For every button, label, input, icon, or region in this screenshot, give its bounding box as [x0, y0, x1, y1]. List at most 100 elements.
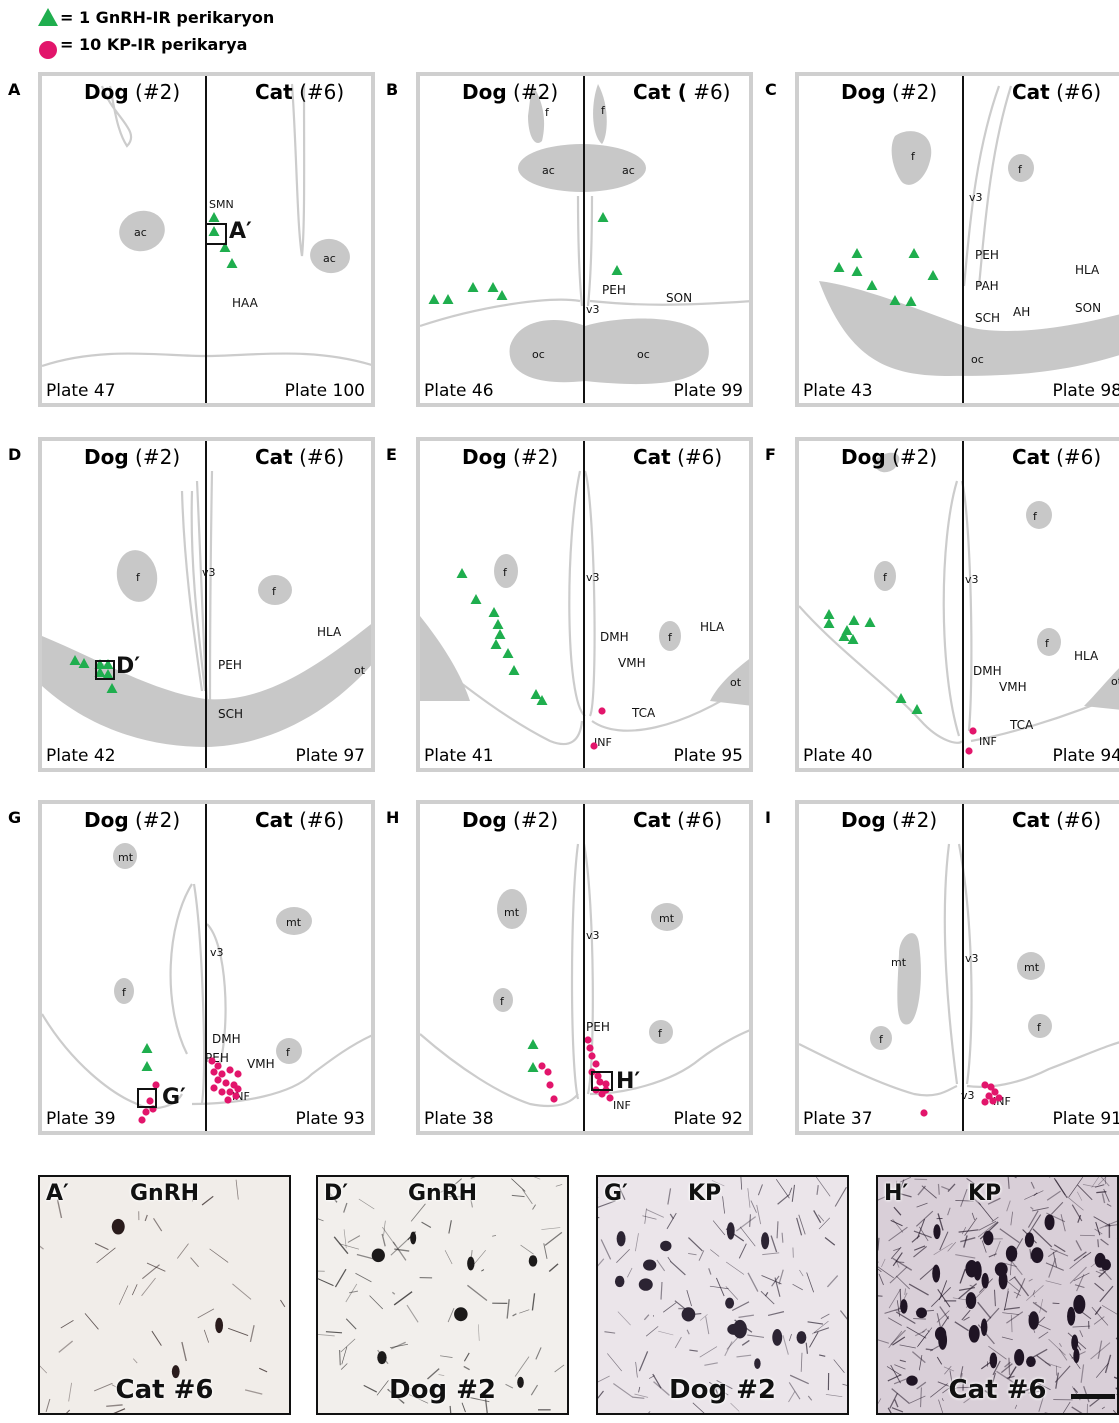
- fiber: [554, 1364, 565, 1373]
- tissue-region: [891, 131, 932, 185]
- fiber: [978, 1202, 994, 1222]
- fiber: [1032, 1228, 1053, 1248]
- region-label: v3: [202, 566, 216, 579]
- tissue-region: [874, 452, 900, 473]
- fiber: [916, 1202, 928, 1208]
- fiber: [106, 1404, 123, 1407]
- cell-body: [772, 1329, 783, 1346]
- plate-right: Plate 97: [295, 746, 365, 766]
- gnrh-perikaryon-marker: [496, 290, 508, 300]
- region-label: AH: [1013, 305, 1030, 319]
- panel-e: f f v3 DMH VMH TCA INF HLA ot Dog (#2) Cat (#6) Pla…: [416, 437, 753, 772]
- cell-body: [528, 1255, 538, 1267]
- cell-body: [660, 1240, 672, 1252]
- fiber: [714, 1387, 720, 1401]
- fiber: [757, 1184, 763, 1196]
- micrograph-texture: [40, 1179, 286, 1413]
- fiber: [716, 1379, 733, 1390]
- fiber: [1080, 1311, 1092, 1320]
- region-label: ac: [134, 226, 147, 239]
- gnrh-perikaryon-marker: [864, 617, 876, 627]
- fiber: [977, 1301, 992, 1319]
- cat-heading: Cat (#6): [633, 445, 722, 469]
- fiber: [669, 1260, 686, 1276]
- gnrh-perikaryon-marker: [470, 594, 482, 604]
- region-label: f: [668, 631, 673, 644]
- fiber: [1004, 1288, 1009, 1308]
- fiber: [544, 1231, 563, 1246]
- tissue-region: [870, 1026, 892, 1050]
- fiber: [94, 1242, 109, 1251]
- fiber: [936, 1313, 942, 1328]
- dog-heading: Dog (#2): [462, 808, 558, 832]
- fiber: [921, 1328, 928, 1333]
- region-label: INF: [979, 735, 997, 748]
- tissue-outline: [570, 843, 594, 1100]
- kp-perikarya-marker: [590, 742, 598, 750]
- fiber: [607, 1353, 623, 1372]
- kp-perikarya-marker: [987, 1083, 995, 1091]
- fiber: [1050, 1248, 1069, 1257]
- fiber: [944, 1365, 952, 1375]
- fiber: [58, 1340, 74, 1353]
- fiber: [930, 1286, 952, 1307]
- panel-letter: G: [8, 808, 22, 827]
- fiber: [824, 1237, 836, 1246]
- fiber: [470, 1177, 476, 1179]
- cat-id: (#6): [677, 808, 723, 832]
- fiber: [1077, 1184, 1093, 1201]
- kp-perikarya-marker: [596, 1078, 604, 1086]
- fiber: [984, 1390, 992, 1397]
- fiber: [1053, 1177, 1068, 1199]
- cell-body: [1028, 1311, 1039, 1330]
- fiber: [40, 1245, 44, 1250]
- fiber: [899, 1177, 912, 1183]
- fiber: [722, 1196, 726, 1214]
- fiber: [807, 1395, 813, 1401]
- fiber: [892, 1336, 906, 1346]
- fiber: [789, 1187, 793, 1194]
- kp-perikarya-marker: [226, 1088, 234, 1096]
- cat-label: Cat: [255, 808, 293, 832]
- fiber: [1010, 1314, 1013, 1333]
- fiber: [667, 1256, 672, 1262]
- fiber: [658, 1330, 674, 1336]
- tissue-region: [819, 281, 1119, 376]
- fiber: [190, 1257, 199, 1268]
- cell-body: [968, 1324, 980, 1343]
- region-label: ot: [354, 664, 366, 677]
- fiber: [40, 1365, 48, 1374]
- kp-perikarya-marker: [234, 1085, 242, 1093]
- cell-body: [933, 1224, 941, 1240]
- gnrh-perikaryon-marker: [106, 683, 118, 693]
- tissue-region: [420, 616, 470, 701]
- fiber: [1077, 1191, 1083, 1201]
- fiber: [505, 1383, 514, 1389]
- fiber: [514, 1356, 530, 1377]
- tissue-region: [276, 1038, 302, 1064]
- fiber: [1073, 1272, 1090, 1282]
- fiber: [347, 1235, 361, 1243]
- fiber: [747, 1334, 765, 1338]
- region-label: f: [122, 986, 127, 999]
- fiber: [960, 1237, 976, 1243]
- fiber: [878, 1339, 889, 1344]
- fiber: [947, 1207, 951, 1216]
- fiber: [1113, 1376, 1117, 1380]
- cat-label: Cat (: [633, 80, 687, 104]
- fiber: [899, 1344, 916, 1349]
- fiber: [334, 1268, 347, 1288]
- fiber: [819, 1354, 826, 1357]
- fiber: [954, 1321, 969, 1332]
- fiber: [627, 1267, 633, 1278]
- fiber: [1062, 1401, 1071, 1413]
- fiber: [153, 1218, 163, 1232]
- fiber: [228, 1327, 249, 1336]
- fiber: [1099, 1220, 1117, 1229]
- fiber: [887, 1407, 892, 1413]
- fiber: [656, 1259, 666, 1272]
- fiber: [1038, 1397, 1044, 1412]
- region-label: f: [503, 566, 508, 579]
- region-label: v3: [969, 191, 983, 204]
- tissue-region: [276, 907, 312, 935]
